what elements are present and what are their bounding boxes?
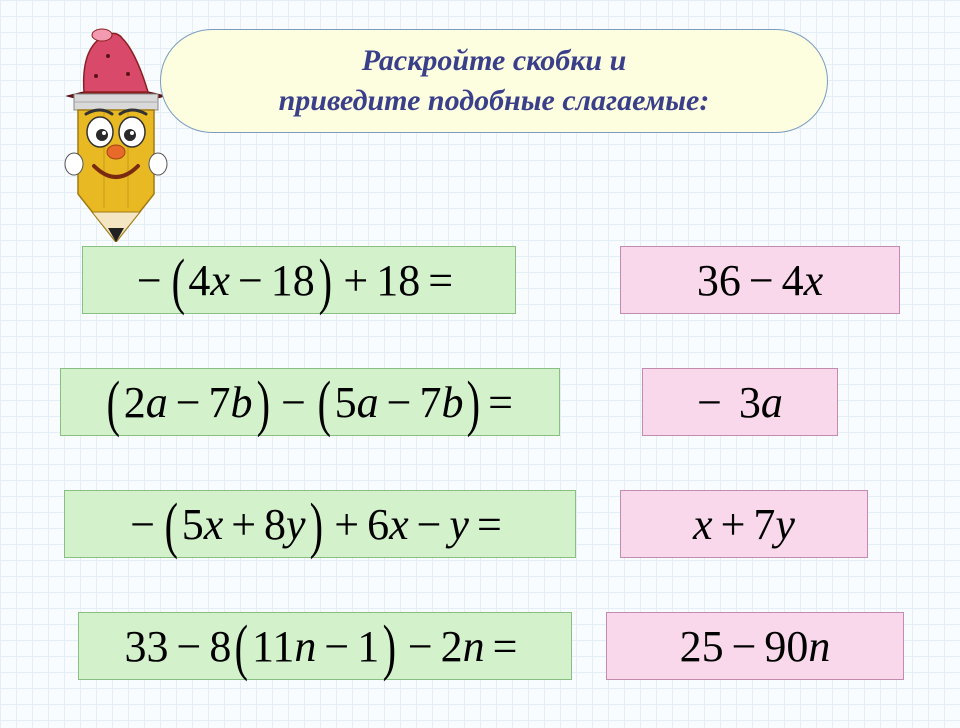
problem-box: 33−8(11n−1)−2n= xyxy=(78,612,572,680)
answer-box: 25−90n xyxy=(606,612,904,680)
problem-box: −(4x−18)+18= xyxy=(82,246,516,314)
answer-box: − 3a xyxy=(642,368,838,436)
exercise-rows: −(4x−18)+18= 36−4x (2a−7b)−(5a−7b)= − 3a −(5… xyxy=(60,240,904,728)
exercise-row: 33−8(11n−1)−2n= 25−90n xyxy=(60,606,904,686)
problem-box: −(5x+8y)+6x−y= xyxy=(64,490,576,558)
instruction-title: Раскройте скобки и приведите подобные сл… xyxy=(160,29,828,133)
exercise-row: −(5x+8y)+6x−y= x+7y xyxy=(60,484,904,564)
answer-box: 36−4x xyxy=(620,246,900,314)
title-line-2: приведите подобные слагаемые: xyxy=(279,81,710,122)
exercise-row: −(4x−18)+18= 36−4x xyxy=(60,240,904,320)
pencil-illustration xyxy=(56,24,176,242)
exercise-row: (2a−7b)−(5a−7b)= − 3a xyxy=(60,362,904,442)
problem-box: (2a−7b)−(5a−7b)= xyxy=(60,368,560,436)
title-line-1: Раскройте скобки и xyxy=(362,41,627,82)
answer-box: x+7y xyxy=(620,490,868,558)
